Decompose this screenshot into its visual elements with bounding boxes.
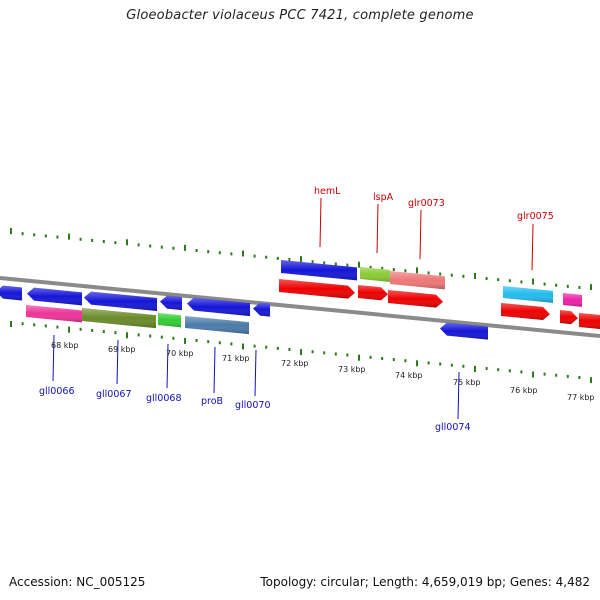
gene-arrow-shade <box>579 313 600 330</box>
gene-features <box>0 260 600 340</box>
gene-arrow-shade <box>27 287 82 306</box>
leader-line <box>166 343 169 389</box>
gene-arrow-shade <box>253 302 270 317</box>
leader-line <box>213 346 216 394</box>
tick-label: 73 kbp <box>338 365 366 374</box>
leader-line <box>52 334 55 382</box>
gene-label: lspA <box>373 192 394 203</box>
tick-labels: 68 kbp 69 kbp 70 kbp 71 kbp 72 kbp 73 kbp 74 k… <box>51 341 595 402</box>
tick-label: 76 kbp <box>510 386 538 395</box>
gene-arrow-shade <box>160 295 182 311</box>
tick-label: 75 kbp <box>453 378 481 387</box>
gene-box-shade <box>158 313 181 328</box>
inner-tick-row <box>10 321 592 384</box>
leader-line <box>319 197 322 248</box>
gene-box-shade <box>360 267 390 282</box>
tick-label: 69 kbp <box>108 345 136 354</box>
gene-arrow-shade <box>279 279 355 299</box>
gene-arrow-shade <box>388 290 443 308</box>
gene-box-shade <box>185 316 249 335</box>
leader-line <box>457 371 460 420</box>
gene-box-shade <box>82 308 156 329</box>
tick-label: 71 kbp <box>222 354 250 363</box>
gene-arrow-shade <box>358 285 388 301</box>
tick-label: 74 kbp <box>395 371 423 380</box>
leader-line <box>254 349 257 397</box>
gene-label: glr0073 <box>408 198 445 209</box>
leader-line <box>419 209 422 260</box>
gene-box-shade <box>281 260 357 281</box>
gene-label: gll0068 <box>146 393 182 404</box>
tick-label: 68 kbp <box>51 341 79 350</box>
gene-label: gll0066 <box>39 386 75 397</box>
gene-arrow-shade <box>0 285 22 301</box>
label-leader-lines <box>52 197 534 420</box>
accession-label: Accession: NC_005125 <box>9 575 146 589</box>
gene-box-shade <box>390 271 445 290</box>
tick-label: 70 kbp <box>166 349 194 358</box>
gene-label: gll0067 <box>96 389 132 400</box>
tick-label: 77 kbp <box>567 393 595 402</box>
outer-tick-row <box>10 228 592 291</box>
gene-arrow-shade <box>501 303 550 321</box>
gene-label: gll0074 <box>435 422 471 433</box>
gene-labels: hemL lspA glr0073 glr0075 gll0066 gll0067 gll0… <box>39 186 554 433</box>
gene-arrow-shade <box>84 291 157 312</box>
gene-label: hemL <box>314 186 341 197</box>
genome-summary: Topology: circular; Length: 4,659,019 bp… <box>260 575 590 589</box>
genome-backbone <box>0 276 600 338</box>
gene-label: glr0075 <box>517 211 554 222</box>
gene-arrow-shade <box>187 297 250 317</box>
leader-line <box>116 339 119 385</box>
gene-label: gll0070 <box>235 400 271 411</box>
gene-arrow-shade <box>560 310 578 325</box>
gene-box-shade <box>503 286 553 303</box>
gene-box-shade <box>563 293 582 307</box>
tick-label: 72 kbp <box>281 359 309 368</box>
gene-box-shade <box>26 305 82 323</box>
gene-arrow-shade <box>440 322 488 340</box>
map-title: Gloeobacter violaceus PCC 7421, complete… <box>126 8 474 23</box>
leader-line <box>376 203 379 254</box>
leader-line <box>531 223 534 271</box>
gene-label: proB <box>201 396 223 407</box>
